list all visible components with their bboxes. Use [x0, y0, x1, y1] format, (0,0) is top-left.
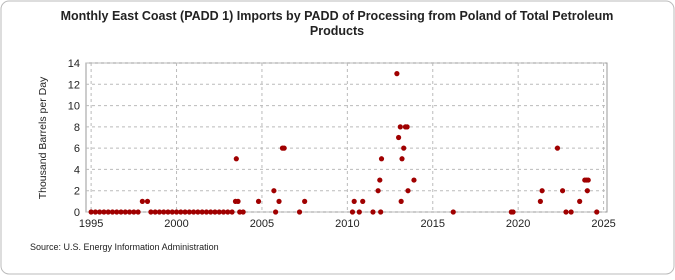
point [233, 156, 239, 162]
point [360, 198, 366, 204]
point [152, 209, 158, 215]
point [356, 209, 362, 215]
point [302, 198, 308, 204]
point [208, 209, 214, 215]
point [273, 209, 279, 215]
point [144, 198, 151, 204]
y-tick-label: 10 [68, 101, 80, 113]
point [377, 177, 383, 183]
x-tick-label: 2000 [164, 218, 188, 230]
point [173, 209, 180, 215]
point [594, 209, 600, 215]
point [349, 209, 356, 215]
point [375, 188, 381, 194]
point [97, 209, 103, 215]
x-tick-label: 2010 [335, 218, 359, 230]
y-tick-label: 0 [74, 207, 80, 219]
point [276, 198, 282, 204]
point [92, 209, 98, 215]
point [212, 209, 218, 215]
point [122, 209, 128, 215]
chart-title: Monthly East Coast (PADD 1) Imports by P… [61, 9, 614, 38]
point [220, 209, 227, 215]
y-tick-label: 6 [74, 143, 80, 155]
point [510, 209, 516, 215]
point [216, 209, 222, 215]
point [539, 188, 545, 194]
x-tick-label: 2005 [250, 218, 274, 230]
point [378, 209, 384, 215]
y-tick-label: 8 [74, 122, 80, 134]
point [399, 156, 405, 162]
point [351, 198, 357, 204]
point [397, 124, 403, 130]
point [199, 209, 205, 215]
point [195, 209, 201, 215]
y-tick-label: 2 [74, 186, 80, 198]
point [394, 71, 400, 77]
point [191, 209, 197, 215]
point [169, 209, 175, 215]
point [396, 134, 402, 141]
point [139, 198, 145, 204]
y-tick-label: 14 [68, 58, 80, 70]
point [109, 209, 116, 215]
point [182, 209, 188, 215]
point [156, 209, 163, 215]
point [161, 209, 167, 215]
point [559, 188, 566, 194]
point [88, 209, 94, 215]
plot-area [85, 62, 608, 213]
point [398, 198, 404, 204]
y-axis-label: Thousand Barrels per Day [37, 76, 49, 199]
point [135, 209, 141, 215]
point [281, 145, 287, 151]
source-note: Source: U.S. Energy Information Administ… [30, 242, 219, 252]
point [101, 209, 107, 215]
point [296, 209, 303, 215]
x-tick-label: 2015 [421, 218, 445, 230]
point [225, 209, 231, 215]
y-tick-label: 12 [68, 79, 80, 91]
point [165, 209, 171, 215]
point [563, 209, 569, 215]
point [585, 177, 591, 183]
point [186, 209, 192, 215]
point [118, 209, 124, 215]
point [126, 209, 133, 215]
point [203, 209, 210, 215]
point [401, 145, 407, 151]
point [255, 198, 262, 204]
point [378, 156, 385, 162]
point [271, 188, 277, 194]
point [240, 209, 246, 215]
point [178, 209, 184, 215]
point [577, 198, 583, 204]
point [148, 209, 154, 215]
point [235, 198, 241, 204]
x-tick-label: 1995 [79, 218, 103, 230]
point [404, 124, 410, 130]
point [568, 209, 574, 215]
point [229, 209, 235, 215]
x-tick-label: 2020 [506, 218, 530, 230]
x-tick-label: 2025 [591, 218, 615, 230]
point [450, 209, 456, 215]
point [584, 188, 590, 194]
point [537, 198, 543, 204]
point [405, 188, 411, 194]
point [411, 177, 417, 183]
point [114, 209, 120, 215]
point [554, 145, 561, 151]
point [131, 209, 137, 215]
y-tick-label: 4 [74, 164, 80, 176]
point [370, 209, 376, 215]
point [105, 209, 111, 215]
